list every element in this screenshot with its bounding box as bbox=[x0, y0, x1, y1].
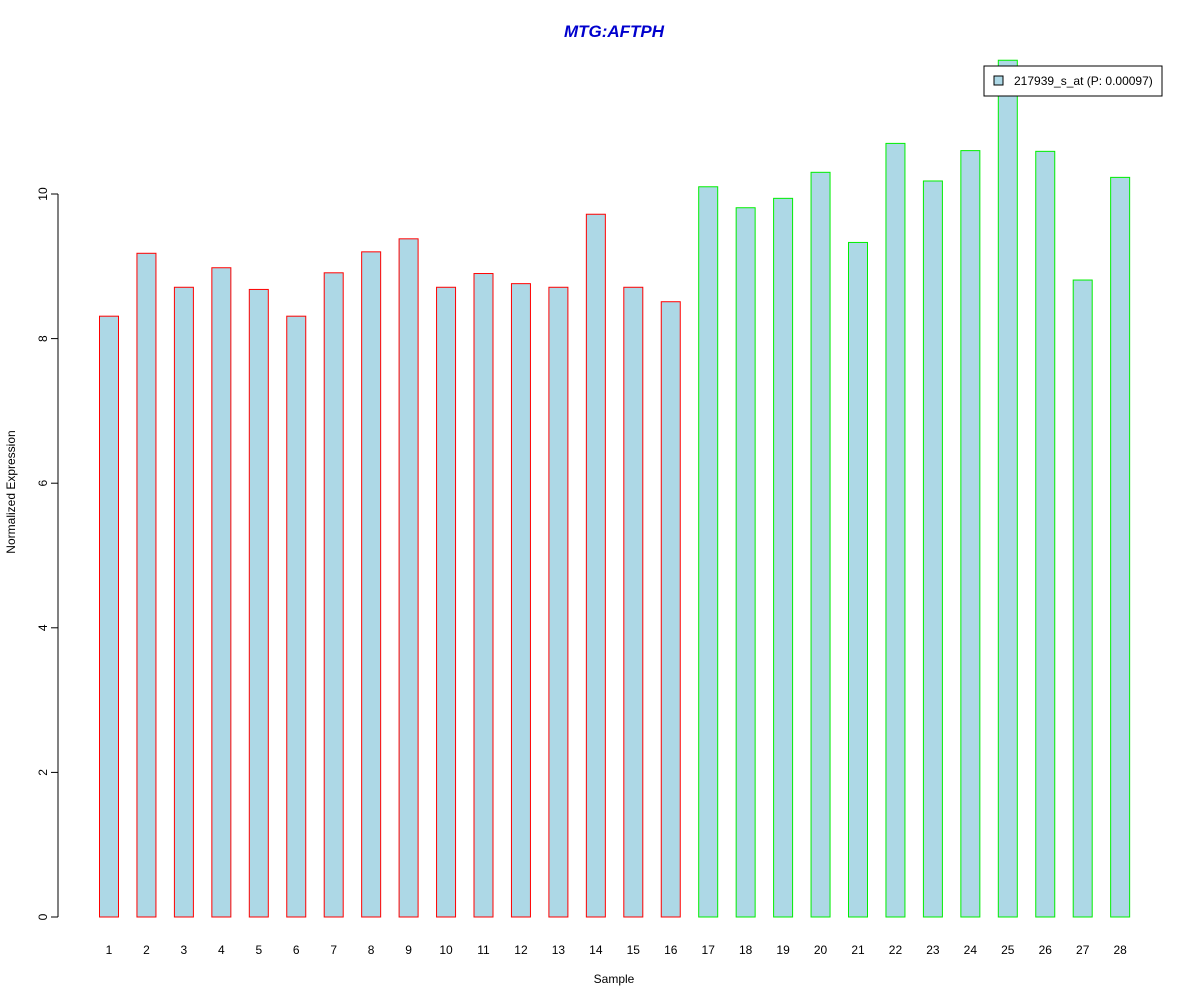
y-axis: 0 2 4 6 8 10 bbox=[36, 187, 59, 920]
x-tick-label: 9 bbox=[405, 943, 412, 957]
bar bbox=[773, 197, 794, 918]
bar bbox=[698, 186, 719, 918]
x-tick-label: 7 bbox=[330, 943, 337, 957]
x-tick-label: 8 bbox=[368, 943, 375, 957]
legend-swatch bbox=[993, 75, 1004, 86]
bar bbox=[136, 252, 157, 918]
bar bbox=[248, 288, 269, 918]
x-tick-label: 10 bbox=[439, 943, 453, 957]
x-tick-label: 17 bbox=[702, 943, 716, 957]
y-tick-label: 2 bbox=[36, 769, 50, 776]
legend-box bbox=[983, 65, 1163, 97]
bar bbox=[735, 207, 756, 918]
x-tick-label: 21 bbox=[851, 943, 865, 957]
x-tick-label: 28 bbox=[1113, 943, 1127, 957]
x-tick-label: 6 bbox=[293, 943, 300, 957]
y-tick-label: 8 bbox=[36, 335, 50, 342]
x-tick-label: 2 bbox=[143, 943, 150, 957]
x-tick-label: 1 bbox=[106, 943, 113, 957]
bar bbox=[922, 180, 943, 918]
y-tick-label: 10 bbox=[36, 187, 50, 201]
bar bbox=[510, 283, 531, 918]
x-tick-label: 4 bbox=[218, 943, 225, 957]
chart-title: MTG:AFTPH bbox=[564, 22, 665, 41]
bar bbox=[361, 251, 382, 918]
bar bbox=[323, 272, 344, 918]
bar bbox=[1035, 150, 1056, 918]
bar bbox=[286, 315, 307, 918]
x-tick-label: 12 bbox=[514, 943, 528, 957]
bar bbox=[885, 142, 906, 918]
x-axis-label: Sample bbox=[594, 972, 635, 986]
bar bbox=[398, 238, 419, 918]
x-tick-label: 3 bbox=[181, 943, 188, 957]
bar bbox=[660, 301, 681, 918]
bar bbox=[548, 286, 569, 918]
x-tick-label: 5 bbox=[255, 943, 262, 957]
x-tick-label: 11 bbox=[477, 943, 490, 957]
x-tick-label: 18 bbox=[739, 943, 753, 957]
x-tick-label: 23 bbox=[926, 943, 940, 957]
x-tick-label: 19 bbox=[776, 943, 790, 957]
y-tick-label: 6 bbox=[36, 480, 50, 487]
x-tick-label: 20 bbox=[814, 943, 828, 957]
bars bbox=[99, 59, 1131, 918]
bar bbox=[623, 286, 644, 918]
bar bbox=[997, 59, 1018, 918]
x-tick-label: 16 bbox=[664, 943, 678, 957]
bar bbox=[436, 286, 457, 918]
x-tick-label: 26 bbox=[1039, 943, 1053, 957]
bar bbox=[810, 171, 831, 918]
bar bbox=[1110, 176, 1131, 918]
bar bbox=[99, 315, 119, 918]
legend: 217939_s_at (P: 0.00097) bbox=[983, 65, 1163, 97]
x-tick-label: 24 bbox=[964, 943, 978, 957]
x-tick-label: 13 bbox=[552, 943, 566, 957]
x-tick-label: 25 bbox=[1001, 943, 1015, 957]
x-tick-label: 27 bbox=[1076, 943, 1090, 957]
legend-label: 217939_s_at (P: 0.00097) bbox=[1014, 74, 1153, 88]
y-tick-label: 0 bbox=[36, 913, 50, 920]
bar bbox=[1072, 279, 1093, 918]
y-tick-label: 4 bbox=[36, 624, 50, 631]
bar bbox=[585, 213, 606, 918]
bar bbox=[173, 286, 194, 918]
x-tick-label: 14 bbox=[589, 943, 603, 957]
x-tick-label: 15 bbox=[627, 943, 641, 957]
x-tick-label: 22 bbox=[889, 943, 903, 957]
bar bbox=[473, 273, 494, 918]
x-tick-labels: 1 2 3 4 5 6 7 8 9 10 11 12 13 14 15 16 17 18 19 20 21 22 23 24 2… bbox=[106, 943, 1127, 957]
bar bbox=[848, 241, 868, 918]
y-axis-label: Normalized Expression bbox=[4, 430, 18, 553]
bar bbox=[960, 150, 981, 918]
bar bbox=[211, 267, 232, 918]
